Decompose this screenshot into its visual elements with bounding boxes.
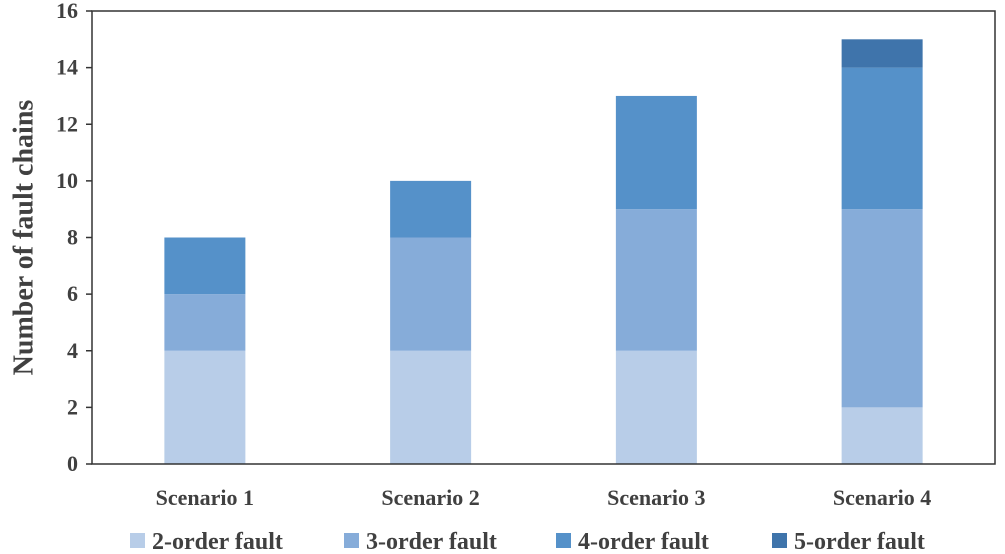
x-category-label: Scenario 4 bbox=[833, 485, 931, 510]
bar-segment-2-order-scenario-3 bbox=[615, 350, 697, 464]
y-tick-label: 2 bbox=[67, 394, 78, 419]
y-axis-ticks: 0 2 4 6 8 10 12 14 16 bbox=[56, 0, 92, 476]
x-category-label: Scenario 2 bbox=[381, 485, 479, 510]
bar-segment-4-order-scenario-2 bbox=[390, 180, 472, 238]
bar-segment-3-order-scenario-3 bbox=[615, 209, 697, 351]
bar-segment-4-order-scenario-1 bbox=[164, 237, 246, 295]
x-axis-categories: Scenario 1 Scenario 2 Scenario 3 Scenario 4 bbox=[156, 485, 932, 510]
bar-segment-4-order-scenario-3 bbox=[615, 95, 697, 210]
y-tick-label: 4 bbox=[67, 338, 78, 363]
legend-label: 2-order fault bbox=[152, 529, 283, 554]
legend-swatch bbox=[772, 533, 787, 548]
y-tick-label: 6 bbox=[67, 281, 78, 306]
y-tick-label: 16 bbox=[56, 0, 78, 23]
bars-group bbox=[164, 39, 923, 464]
y-tick-label: 0 bbox=[67, 451, 78, 476]
bar-segment-5-order-scenario-4 bbox=[841, 39, 923, 68]
legend-label: 5-order fault bbox=[794, 529, 925, 554]
y-tick-label: 14 bbox=[56, 55, 78, 80]
x-category-label: Scenario 3 bbox=[607, 485, 705, 510]
bar-segment-3-order-scenario-1 bbox=[164, 294, 246, 351]
y-tick-label: 8 bbox=[67, 225, 78, 250]
y-tick-label: 12 bbox=[56, 111, 78, 136]
bar-segment-2-order-scenario-2 bbox=[390, 350, 472, 464]
legend-label: 3-order fault bbox=[366, 529, 497, 554]
bar-segment-2-order-scenario-1 bbox=[164, 350, 246, 464]
legend-label: 4-order fault bbox=[578, 529, 709, 554]
legend-swatch bbox=[130, 533, 145, 548]
y-axis-label: Number of fault chains bbox=[8, 100, 39, 376]
bar-segment-3-order-scenario-4 bbox=[841, 209, 923, 408]
y-tick-label: 10 bbox=[56, 168, 78, 193]
legend-swatch bbox=[556, 533, 571, 548]
bar-segment-3-order-scenario-2 bbox=[390, 237, 472, 351]
bar-segment-4-order-scenario-4 bbox=[841, 67, 923, 210]
bar-segment-2-order-scenario-4 bbox=[841, 407, 923, 464]
legend-swatch bbox=[344, 533, 359, 548]
x-category-label: Scenario 1 bbox=[156, 485, 254, 510]
legend: 2-order fault 3-order fault 4-order fault 5… bbox=[130, 529, 925, 554]
